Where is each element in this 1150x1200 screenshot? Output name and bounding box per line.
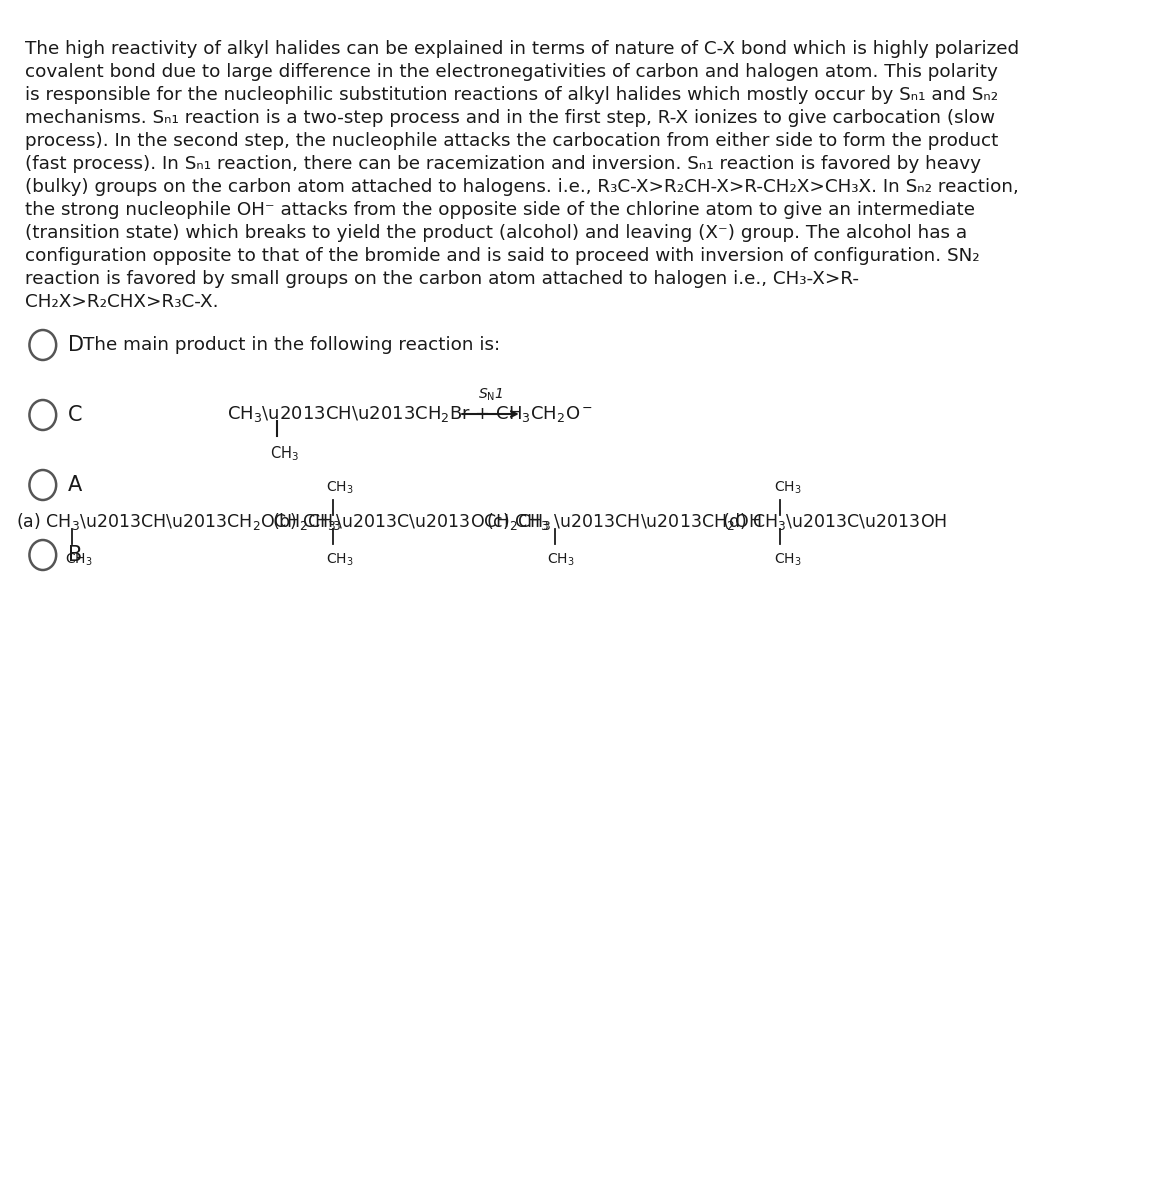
Text: A: A	[68, 475, 82, 494]
Text: (a) CH$_3$\u2013CH\u2013CH$_2$OCH$_2$CH$_3$: (a) CH$_3$\u2013CH\u2013CH$_2$OCH$_2$CH$…	[16, 511, 342, 533]
Text: CH$_3$: CH$_3$	[327, 552, 354, 569]
Text: (fast process). In Sₙ₁ reaction, there can be racemization and inversion. Sₙ₁ re: (fast process). In Sₙ₁ reaction, there c…	[25, 155, 981, 173]
Text: D: D	[68, 335, 84, 355]
Text: S$_{\sf N}$1: S$_{\sf N}$1	[477, 386, 503, 403]
Text: CH$_3$: CH$_3$	[547, 552, 575, 569]
Text: configuration opposite to that of the bromide and is said to proceed with invers: configuration opposite to that of the br…	[25, 247, 980, 265]
Text: CH₂X>R₂CHX>R₃C-X.: CH₂X>R₂CHX>R₃C-X.	[25, 293, 218, 311]
Text: (transition state) which breaks to yield the product (alcohol) and leaving (X⁻) : (transition state) which breaks to yield…	[25, 224, 967, 242]
Text: C: C	[68, 404, 83, 425]
Text: (c) CH$_3$ \u2013CH\u2013CH$_2$OH: (c) CH$_3$ \u2013CH\u2013CH$_2$OH	[486, 511, 761, 533]
Text: covalent bond due to large difference in the electronegativities of carbon and h: covalent bond due to large difference in…	[25, 62, 998, 80]
Text: is responsible for the nucleophilic substitution reactions of alkyl halides whic: is responsible for the nucleophilic subs…	[25, 86, 998, 104]
Text: (b) CH$_3$\u2013C\u2013OCH$_2$CH$_3$: (b) CH$_3$\u2013C\u2013OCH$_2$CH$_3$	[271, 511, 551, 533]
Text: The high reactivity of alkyl halides can be explained in terms of nature of C-X : The high reactivity of alkyl halides can…	[25, 40, 1019, 58]
Text: process). In the second step, the nucleophile attacks the carbocation from eithe: process). In the second step, the nucleo…	[25, 132, 998, 150]
Text: reaction is favored by small groups on the carbon atom attached to halogen i.e.,: reaction is favored by small groups on t…	[25, 270, 859, 288]
Text: CH$_3$\u2013CH\u2013CH$_2$Br + CH$_3$CH$_2$O$^-$: CH$_3$\u2013CH\u2013CH$_2$Br + CH$_3$CH$…	[228, 404, 593, 424]
Text: B: B	[68, 545, 82, 565]
Text: (d) CH$_3$\u2013C\u2013OH: (d) CH$_3$\u2013C\u2013OH	[722, 511, 948, 533]
Text: CH$_3$: CH$_3$	[270, 444, 299, 463]
Text: CH$_3$: CH$_3$	[327, 480, 354, 496]
Text: CH$_3$: CH$_3$	[66, 552, 93, 569]
Text: (bulky) groups on the carbon atom attached to halogens. i.e., R₃C-X>R₂CH-X>R-CH₂: (bulky) groups on the carbon atom attach…	[25, 178, 1019, 196]
Text: mechanisms. Sₙ₁ reaction is a two-step process and in the first step, R-X ionize: mechanisms. Sₙ₁ reaction is a two-step p…	[25, 109, 995, 127]
Text: the strong nucleophile OH⁻ attacks from the opposite side of the chlorine atom t: the strong nucleophile OH⁻ attacks from …	[25, 200, 975, 218]
Text: The main product in the following reaction is:: The main product in the following reacti…	[83, 336, 500, 354]
Text: CH$_3$: CH$_3$	[774, 480, 802, 496]
Text: CH$_3$: CH$_3$	[774, 552, 802, 569]
